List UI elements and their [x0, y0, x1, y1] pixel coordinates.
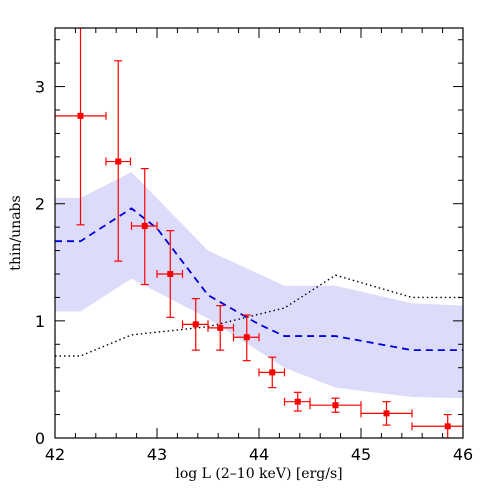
- data-marker: [383, 410, 390, 417]
- data-point: [232, 314, 260, 362]
- confidence-band-layer: [55, 172, 463, 399]
- data-point: [309, 397, 362, 413]
- x-tick-label: 45: [351, 445, 371, 464]
- data-marker: [115, 158, 122, 165]
- data-point: [156, 230, 184, 318]
- y-tick-label: 2: [35, 195, 45, 214]
- data-point: [55, 28, 107, 226]
- dashed-line: [55, 207, 463, 352]
- data-marker: [217, 324, 224, 331]
- data-marker: [444, 423, 451, 430]
- data-point: [207, 305, 235, 351]
- data-point: [283, 391, 311, 412]
- data-point: [411, 413, 463, 438]
- data-marker: [243, 334, 250, 341]
- x-tick-label: 42: [45, 445, 65, 464]
- dashed-line-layer: [55, 207, 463, 352]
- data-marker: [294, 398, 301, 405]
- data-point: [360, 401, 413, 426]
- data-marker: [77, 112, 84, 119]
- data-marker: [332, 402, 339, 409]
- x-tick-label: 43: [147, 445, 167, 464]
- x-tick-label: 44: [249, 445, 269, 464]
- data-marker: [141, 222, 148, 229]
- data-marker: [192, 321, 199, 328]
- x-axis-label: log L (2–10 keV) [erg/s]: [175, 466, 342, 482]
- y-tick-label: 1: [35, 312, 45, 331]
- x-tick-label: 46: [453, 445, 473, 464]
- ticks-layer: 42 43 44 45 46 0 1 2 3: [35, 28, 473, 464]
- confidence-band: [55, 172, 463, 399]
- data-marker: [269, 369, 276, 376]
- data-point: [181, 298, 209, 351]
- data-marker: [167, 271, 174, 277]
- y-axis-label: thin/unabs: [8, 195, 24, 270]
- y-tick-label: 0: [35, 429, 45, 448]
- data-point: [258, 356, 286, 389]
- y-tick-label: 3: [35, 78, 45, 97]
- data-points-layer: [55, 28, 463, 438]
- data-point: [105, 60, 132, 262]
- data-point: [130, 167, 158, 286]
